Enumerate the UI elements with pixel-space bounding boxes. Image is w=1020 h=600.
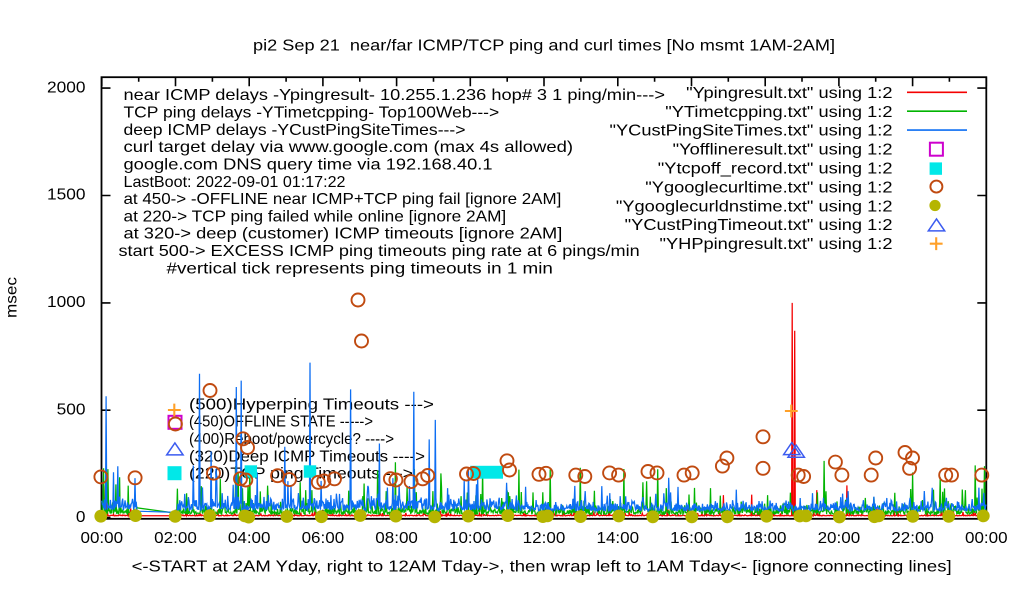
svg-text:at 450-> -OFFLINE near ICMP+TC: at 450-> -OFFLINE near ICMP+TCP ping fai… bbox=[124, 191, 562, 208]
svg-text:0: 0 bbox=[76, 509, 86, 526]
svg-text:"Yofflineresult.txt" using 1:2: "Yofflineresult.txt" using 1:2 bbox=[673, 142, 893, 159]
svg-text:06:00: 06:00 bbox=[302, 530, 345, 547]
svg-text:10:00: 10:00 bbox=[449, 530, 492, 547]
svg-text:"Ytcpoff_record.txt" using 1:2: "Ytcpoff_record.txt" using 1:2 bbox=[658, 161, 893, 178]
svg-text:08:00: 08:00 bbox=[375, 530, 418, 547]
svg-text:"YCustPingSiteTimes.txt" using: "YCustPingSiteTimes.txt" using 1:2 bbox=[610, 123, 893, 140]
svg-text:#vertical tick represents ping: #vertical tick represents ping timeouts … bbox=[167, 260, 553, 277]
svg-text:1000: 1000 bbox=[47, 294, 86, 311]
svg-text:20:00: 20:00 bbox=[818, 530, 861, 547]
svg-text:(500)Hyperping Timeouts --->: (500)Hyperping Timeouts ---> bbox=[189, 396, 434, 413]
svg-text:msec: msec bbox=[4, 277, 21, 318]
svg-text:00:00: 00:00 bbox=[81, 530, 124, 547]
svg-text:"YCustPingTimeout.txt" using 1: "YCustPingTimeout.txt" using 1:2 bbox=[625, 217, 893, 234]
svg-text:<-START at 2AM Yday, right to: <-START at 2AM Yday, right to 12AM Tday-… bbox=[132, 558, 952, 575]
svg-text:"YHPpingresult.txt" using 1:2: "YHPpingresult.txt" using 1:2 bbox=[660, 236, 893, 253]
svg-text:00:00: 00:00 bbox=[965, 530, 1008, 547]
svg-text:16:00: 16:00 bbox=[670, 530, 713, 547]
svg-text:18:00: 18:00 bbox=[744, 530, 787, 547]
svg-text:(450)OFFLINE STATE ----->: (450)OFFLINE STATE -----> bbox=[189, 414, 373, 431]
svg-text:(320)Deep ICMP Timeouts ---->: (320)Deep ICMP Timeouts ----> bbox=[189, 448, 425, 465]
svg-text:curl target delay via www.goog: curl target delay via www.google.com (ma… bbox=[124, 139, 574, 156]
svg-text:"YTimetcpping.txt" using 1:2: "YTimetcpping.txt" using 1:2 bbox=[665, 104, 892, 121]
svg-text:02:00: 02:00 bbox=[154, 530, 197, 547]
svg-text:04:00: 04:00 bbox=[228, 530, 271, 547]
svg-text:12:00: 12:00 bbox=[523, 530, 566, 547]
svg-text:TCP ping delays -YTimetcpping-: TCP ping delays -YTimetcpping- Top100Web… bbox=[124, 104, 500, 121]
svg-text:500: 500 bbox=[57, 401, 86, 418]
svg-text:near ICMP delays -Ypingresult-: near ICMP delays -Ypingresult- 10.255.1.… bbox=[124, 87, 666, 104]
svg-text:start 500-> EXCESS ICMP ping t: start 500-> EXCESS ICMP ping timeouts pi… bbox=[119, 243, 640, 260]
svg-text:"Ygooglecurltime.txt" using 1:: "Ygooglecurltime.txt" using 1:2 bbox=[645, 179, 892, 196]
svg-text:22:00: 22:00 bbox=[891, 530, 934, 547]
svg-text:deep ICMP delays -YCustPingSit: deep ICMP delays -YCustPingSiteTimes---> bbox=[124, 122, 466, 139]
svg-text:"Ygooglecurldnstime.txt" using: "Ygooglecurldnstime.txt" using 1:2 bbox=[616, 198, 893, 215]
svg-text:(400)Reboot/powercycle? ---->: (400)Reboot/powercycle? ----> bbox=[189, 431, 394, 448]
svg-text:at 320-> deep (customer) ICMP: at 320-> deep (customer) ICMP timeouts [… bbox=[124, 226, 563, 243]
svg-text:LastBoot: 2022-09-01 01:17:22: LastBoot: 2022-09-01 01:17:22 bbox=[124, 174, 346, 191]
svg-text:14:00: 14:00 bbox=[597, 530, 640, 547]
svg-text:at 220-> TCP ping failed while: at 220-> TCP ping failed while online [i… bbox=[124, 208, 507, 225]
svg-text:1500: 1500 bbox=[47, 187, 86, 204]
svg-text:google.com DNS query time via: google.com DNS query time via 192.168.40… bbox=[124, 156, 493, 173]
svg-text:pi2 Sep 21 near/far ICMP/TCP: pi2 Sep 21 near/far ICMP/TCP ping and cu… bbox=[253, 37, 835, 54]
svg-text:"Ypingresult.txt" using 1:2: "Ypingresult.txt" using 1:2 bbox=[686, 85, 892, 102]
svg-text:2000: 2000 bbox=[47, 79, 86, 96]
